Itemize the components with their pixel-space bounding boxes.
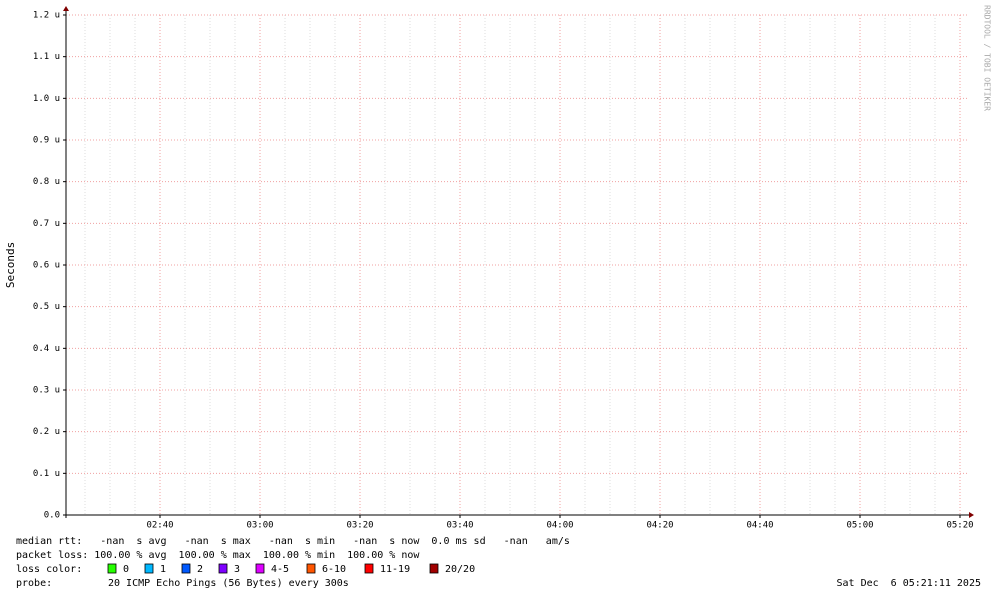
x-tick-label: 02:40: [146, 521, 173, 531]
stats-line: packet loss: 100.00 % avg 100.00 % max 1…: [16, 550, 420, 561]
y-tick-label: 0.2 u: [33, 427, 60, 437]
y-tick-label: 1.0 u: [33, 94, 60, 104]
probe-label: probe:: [16, 578, 52, 589]
legend-swatch: [306, 563, 316, 574]
x-tick-label: 03:20: [346, 521, 373, 531]
y-tick-label: 0.8 u: [33, 177, 60, 187]
y-tick-label: 1.1 u: [33, 52, 60, 62]
y-tick-label: 1.2 u: [33, 11, 60, 21]
x-tick-label: 05:00: [846, 521, 873, 531]
probe: 20 ICMP Echo Pings (56 Bytes) every 300s: [108, 578, 349, 589]
legend-label: 2: [197, 564, 203, 575]
x-tick-label: 04:40: [746, 521, 773, 531]
y-axis-label: Seconds: [4, 242, 17, 288]
legend-label: 3: [234, 564, 240, 575]
x-tick-label: 05:20: [946, 521, 973, 531]
legend-label: 4-5: [271, 564, 289, 575]
y-tick-label: 0.5 u: [33, 302, 60, 312]
x-tick-label: 04:20: [646, 521, 673, 531]
legend-label: 20/20: [445, 564, 475, 575]
legend-swatch: [107, 563, 117, 574]
y-tick-label: 0.4 u: [33, 344, 60, 354]
y-tick-label: 0.9 u: [33, 136, 60, 146]
x-tick-label: 03:00: [246, 521, 273, 531]
legend-swatch: [218, 563, 228, 574]
legend-label: 11-19: [380, 564, 410, 575]
legend-swatch: [144, 563, 154, 574]
x-tick-label: 04:00: [546, 521, 573, 531]
loss-color-label: loss color:: [16, 564, 82, 575]
legend-swatch: [255, 563, 265, 574]
y-tick-label: 0.6 u: [33, 261, 60, 271]
x-tick-label: 03:40: [446, 521, 473, 531]
y-tick-label: 0.0: [44, 511, 60, 521]
axis-arrow: [63, 6, 69, 11]
legend-label: 6-10: [322, 564, 346, 575]
legend-swatch: [181, 563, 191, 574]
legend-label: 1: [160, 564, 166, 575]
legend-swatch: [364, 563, 374, 574]
legend-label: 0: [123, 564, 129, 575]
y-tick-label: 0.1 u: [33, 469, 60, 479]
stats-line: median rtt: -nan s avg -nan s max -nan s…: [16, 536, 570, 547]
axis-arrow: [969, 512, 974, 518]
watermark: RRDTOOL / TOBI OETIKER: [983, 5, 992, 111]
timestamp: Sat Dec 6 05:21:11 2025: [837, 578, 982, 589]
y-tick-label: 0.7 u: [33, 219, 60, 229]
y-tick-label: 0.3 u: [33, 386, 60, 396]
legend-swatch: [429, 563, 439, 574]
